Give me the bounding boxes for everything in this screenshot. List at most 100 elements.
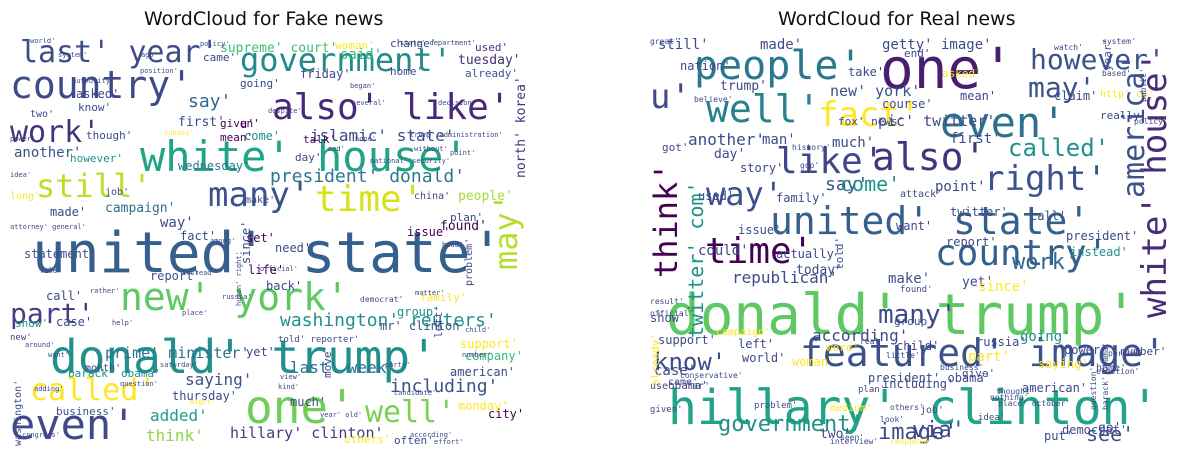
word: united' state' <box>32 221 505 286</box>
word: u' <box>650 77 691 117</box>
word: think' <box>146 426 204 445</box>
word: may' <box>1028 71 1096 104</box>
word: saturday' <box>160 361 198 369</box>
word: however' <box>1030 43 1165 76</box>
word: great' <box>650 38 679 46</box>
word: given' <box>220 117 260 130</box>
word: see' <box>1086 422 1135 446</box>
word: began' <box>350 82 376 90</box>
word: history' <box>792 143 831 152</box>
word: job' <box>920 405 945 416</box>
word: plan' <box>858 385 886 395</box>
word: told' reporter' <box>278 335 360 345</box>
word: said' <box>340 47 383 63</box>
word: since' <box>978 279 1029 295</box>
word: effort' <box>434 438 464 446</box>
word: adding' <box>34 385 64 393</box>
word: change' <box>390 38 437 50</box>
word: white' house' <box>140 132 469 181</box>
word: found' <box>440 219 487 234</box>
word: problem' <box>464 237 475 286</box>
word: might' <box>190 398 216 406</box>
word: course' <box>882 97 933 111</box>
word: made' <box>760 38 803 53</box>
word: official' <box>650 309 694 318</box>
word: united' state' <box>770 199 1091 243</box>
word: last' week' <box>290 358 396 377</box>
word: right' <box>984 159 1107 199</box>
word: tuesday' <box>458 53 521 68</box>
word: others' <box>890 403 924 412</box>
word: russia' <box>976 335 1027 349</box>
word: life' <box>248 263 285 277</box>
word: two' <box>820 427 852 442</box>
word: much' <box>832 135 875 151</box>
word: found' <box>900 285 933 295</box>
word: issue' <box>738 223 782 237</box>
word: day' <box>295 151 322 164</box>
word: going' <box>240 77 280 90</box>
word: according' <box>812 326 909 345</box>
word: american' <box>1022 381 1088 395</box>
word: also' like' <box>272 87 511 128</box>
word: put' <box>1044 429 1073 443</box>
word: hillary' clinton' <box>668 380 1160 436</box>
word: well' <box>365 395 456 430</box>
word: president' obama' <box>868 371 991 385</box>
word: around' <box>25 341 55 349</box>
word: yet' <box>962 275 994 290</box>
word: day' <box>714 147 746 162</box>
word: year' old' <box>320 411 363 419</box>
word: report' <box>946 235 997 249</box>
word: russia' <box>222 293 252 301</box>
word: policy' <box>200 40 230 48</box>
word: issue' <box>407 225 451 239</box>
word: new' york' <box>830 82 921 100</box>
word: call' <box>46 289 83 303</box>
word: show' <box>650 311 687 325</box>
word: conservative' <box>680 371 743 380</box>
word: want' <box>48 351 70 359</box>
word: image' <box>878 420 958 445</box>
word: position' <box>140 67 178 75</box>
word: another' <box>688 130 766 149</box>
word: month' <box>85 363 122 374</box>
word: thursday' <box>172 389 238 403</box>
word: rule' <box>40 267 62 275</box>
word: one' <box>880 38 1015 102</box>
word: like' <box>776 141 885 182</box>
word: head' <box>442 241 464 249</box>
word: prime' minister' <box>105 344 250 362</box>
word: mr' clinton' <box>380 319 467 333</box>
word: time' <box>315 179 424 220</box>
word: way' <box>160 215 194 231</box>
word: case' <box>56 315 93 329</box>
word: election' <box>1096 367 1140 376</box>
word: also' <box>872 135 987 179</box>
word: many' <box>878 300 957 330</box>
word: hope' <box>355 135 377 143</box>
word: question' <box>120 380 158 388</box>
word: child' <box>465 326 491 334</box>
word: woman' <box>335 39 375 52</box>
word: even' <box>10 400 137 446</box>
word: twitter' <box>950 205 1008 219</box>
word: state' department' <box>400 39 476 47</box>
word: another' <box>14 145 82 161</box>
word: case' <box>654 363 697 379</box>
word: government' <box>240 41 452 79</box>
word: way' <box>706 175 784 213</box>
word: mean' <box>960 89 997 103</box>
word: think' <box>650 162 685 278</box>
word: official' <box>260 265 298 273</box>
word: friday' <box>300 67 351 81</box>
word: home' <box>1096 363 1127 374</box>
word: far' <box>686 381 711 392</box>
word: even' <box>940 98 1067 147</box>
word: take' <box>848 65 885 79</box>
word: job' <box>105 187 130 198</box>
word: given' <box>650 405 683 415</box>
word: report' <box>150 269 201 283</box>
word: came' <box>203 51 237 64</box>
word: city' <box>488 407 525 421</box>
